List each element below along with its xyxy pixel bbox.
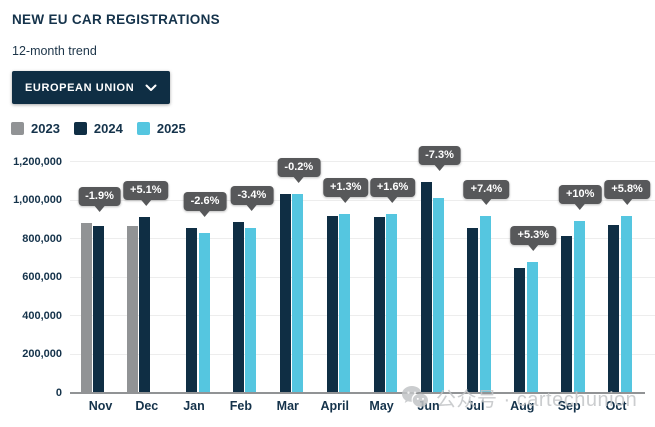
legend-label: 2024 (93, 121, 123, 136)
bar-2025-april (339, 214, 351, 392)
bar-2025-sep (573, 220, 585, 392)
y-axis-tick-label: 1,200,000 (13, 155, 62, 168)
change-tooltip-jul: +7.4% (463, 179, 510, 199)
y-axis-tick-label: 400,000 (22, 309, 62, 322)
x-axis-label-mar: Mar (276, 399, 299, 413)
change-tooltip-sep: +10% (558, 184, 602, 204)
x-axis-label-jan: Jan (183, 399, 205, 413)
x-axis-label-sep: Sep (557, 399, 581, 413)
bar-2025-may (386, 213, 398, 392)
bar-2025-feb (245, 227, 257, 392)
legend-item-2023[interactable]: 2023 (11, 121, 60, 136)
chevron-down-icon (145, 84, 157, 92)
change-tooltip-oct: +5.8% (604, 179, 650, 199)
x-axis-label-dec: Dec (135, 399, 159, 413)
legend-swatch-2023 (11, 122, 24, 135)
bar-2024-jul (467, 227, 479, 392)
gridline-800,000 (70, 238, 655, 239)
x-axis-line (70, 392, 645, 394)
change-tooltip-jan: -2.6% (183, 192, 227, 212)
x-axis-label-april: April (320, 399, 349, 413)
region-dropdown[interactable]: EUROPEAN UNION (12, 71, 171, 104)
bar-2025-mar (292, 194, 304, 392)
bar-2025-aug (526, 261, 538, 392)
legend-swatch-2024 (73, 122, 87, 135)
bar-2023-nov (80, 222, 92, 392)
x-axis-label-jun: Jun (417, 399, 440, 413)
change-tooltip-dec: +5.1% (123, 181, 169, 201)
x-axis-label-nov: Nov (88, 399, 113, 413)
bar-2025-jan (198, 232, 210, 392)
bar-2024-oct (608, 225, 620, 392)
gridline-1,000,000 (70, 199, 655, 201)
gridline-200,000 (70, 353, 655, 355)
legend-item-2025[interactable]: 2025 (136, 121, 186, 136)
bar-2024-feb (232, 222, 244, 392)
y-axis-tick-label: 600,000 (22, 271, 62, 283)
change-tooltip-april: +1.3% (322, 178, 369, 198)
legend-label: 2025 (156, 121, 186, 136)
x-axis-label-aug: Aug (510, 399, 535, 413)
gridline-1,200,000 (70, 161, 655, 162)
change-tooltip-mar: -0.2% (277, 157, 321, 177)
change-tooltip-aug: +5.3% (510, 225, 557, 245)
y-axis-tick-label: 1,000,000 (13, 194, 62, 206)
change-tooltip-feb: -3.4% (230, 186, 274, 206)
x-axis-label-jul: Jul (466, 399, 485, 413)
bar-2024-sep (561, 236, 573, 392)
change-tooltip-nov: -1.9% (78, 186, 121, 206)
bar-2024-aug (514, 268, 526, 392)
bar-2024-mar (279, 193, 291, 392)
chart-legend: 2023 2024 2025 (11, 121, 186, 136)
change-tooltip-jun: -7.3% (418, 146, 461, 166)
chart-subtitle: 12-month trend (12, 44, 97, 58)
x-axis-label-oct: Oct (605, 399, 627, 413)
page-title: NEW EU CAR REGISTRATIONS (12, 12, 220, 27)
bar-2024-dec (139, 217, 151, 392)
gridline-600,000 (70, 276, 655, 278)
legend-label: 2023 (31, 121, 60, 136)
bar-2024-nov (93, 225, 104, 392)
bar-2024-jan (186, 228, 197, 392)
gridline-400,000 (70, 315, 655, 316)
x-axis-label-feb: Feb (229, 399, 252, 413)
bar-2023-dec (126, 225, 138, 392)
x-axis-label-may: May (369, 399, 394, 413)
legend-swatch-2025 (136, 122, 150, 135)
bar-2025-jul (479, 215, 491, 392)
legend-item-2024[interactable]: 2024 (73, 121, 123, 136)
bar-2024-jun (420, 182, 432, 392)
bar-2024-may (373, 216, 385, 392)
y-axis-tick-label: 800,000 (22, 232, 62, 245)
y-axis-tick-label: 0 (55, 386, 62, 399)
bar-2024-april (326, 216, 338, 392)
y-axis-tick-label: 200,000 (22, 348, 62, 360)
region-dropdown-label: EUROPEAN UNION (25, 81, 135, 94)
change-tooltip-may: +1.6% (369, 177, 416, 197)
bar-2025-oct (620, 215, 632, 392)
bar-2025-jun (433, 197, 444, 392)
